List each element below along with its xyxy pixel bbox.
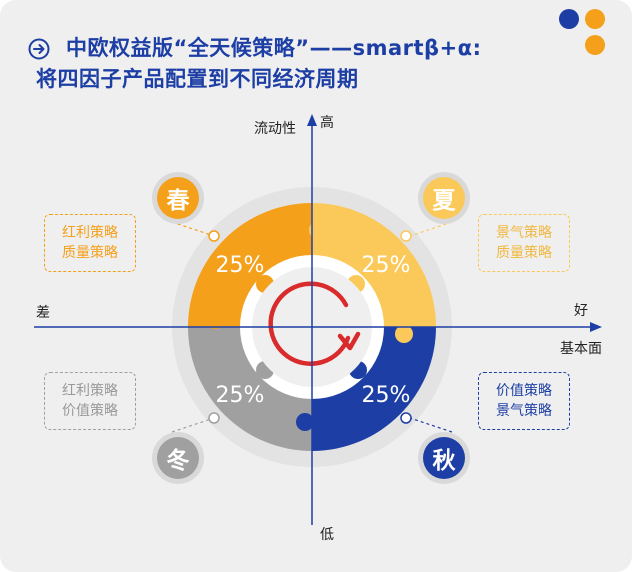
strategy-item: 景气策略 — [496, 225, 552, 241]
arrow-right-circle-icon — [28, 38, 50, 60]
puzzle-knob — [206, 311, 224, 329]
percent-winter: 25% — [216, 383, 265, 408]
connector-line — [171, 221, 215, 237]
strategy-box-winter: 红利策略 价值策略 — [44, 372, 136, 430]
strategy-item: 质量策略 — [496, 245, 552, 261]
season-winter-label: 冬 — [166, 448, 190, 474]
percent-autumn: 25% — [362, 383, 411, 408]
strategy-item: 红利策略 — [62, 225, 118, 241]
connector-line — [171, 417, 215, 433]
y-axis-high: 高 — [320, 115, 334, 131]
x-axis-arrowhead — [590, 322, 602, 332]
connector-dot — [400, 230, 412, 242]
percent-summer: 25% — [362, 253, 411, 278]
strategy-box-autumn: 价值策略 景气策略 — [478, 372, 570, 430]
x-axis-right-top: 好 — [574, 303, 588, 319]
strategy-item: 景气策略 — [496, 403, 552, 419]
decorative-dots — [559, 9, 605, 55]
season-winter: 冬 — [157, 437, 199, 479]
season-spring-label: 春 — [166, 188, 190, 214]
strategy-box-summer: 景气策略 质量策略 — [478, 214, 570, 272]
strategy-item: 红利策略 — [62, 383, 118, 399]
x-axis-left: 差 — [36, 305, 50, 321]
season-autumn-label: 秋 — [432, 448, 456, 474]
percent-spring: 25% — [216, 253, 265, 278]
title-block: 中欧权益版“全天候策略”——smartβ+α: 将四因子产品配置到不同经济周期 — [28, 33, 588, 95]
puzzle-knob — [296, 413, 314, 431]
title-line-1: 中欧权益版“全天候策略”——smartβ+α: — [66, 36, 482, 60]
season-summer: 夏 — [423, 177, 465, 219]
y-axis-label: 流动性 — [254, 121, 296, 137]
strategy-item: 质量策略 — [62, 245, 118, 261]
season-spring: 春 — [157, 177, 199, 219]
strategy-box-spring: 红利策略 质量策略 — [44, 214, 136, 272]
season-summer-label: 夏 — [432, 188, 456, 214]
connector-dot — [208, 412, 220, 424]
connector-dot — [400, 412, 412, 424]
y-axis-low: 低 — [320, 527, 334, 543]
puzzle-knob — [395, 325, 413, 343]
cycle-arrowhead-icon — [337, 331, 361, 351]
title-line-2: 将四因子产品配置到不同经济周期 — [36, 67, 359, 91]
season-autumn: 秋 — [423, 437, 465, 479]
connector-dot — [208, 230, 220, 242]
connector-line — [409, 221, 453, 237]
y-axis-arrowhead — [307, 114, 317, 126]
x-axis-right-label: 基本面 — [560, 341, 602, 357]
connector-line — [409, 417, 453, 433]
puzzle-knob — [309, 221, 327, 239]
strategy-item: 价值策略 — [62, 403, 118, 419]
cycle-arrow-icon — [268, 281, 351, 366]
strategy-item: 价值策略 — [496, 383, 552, 399]
